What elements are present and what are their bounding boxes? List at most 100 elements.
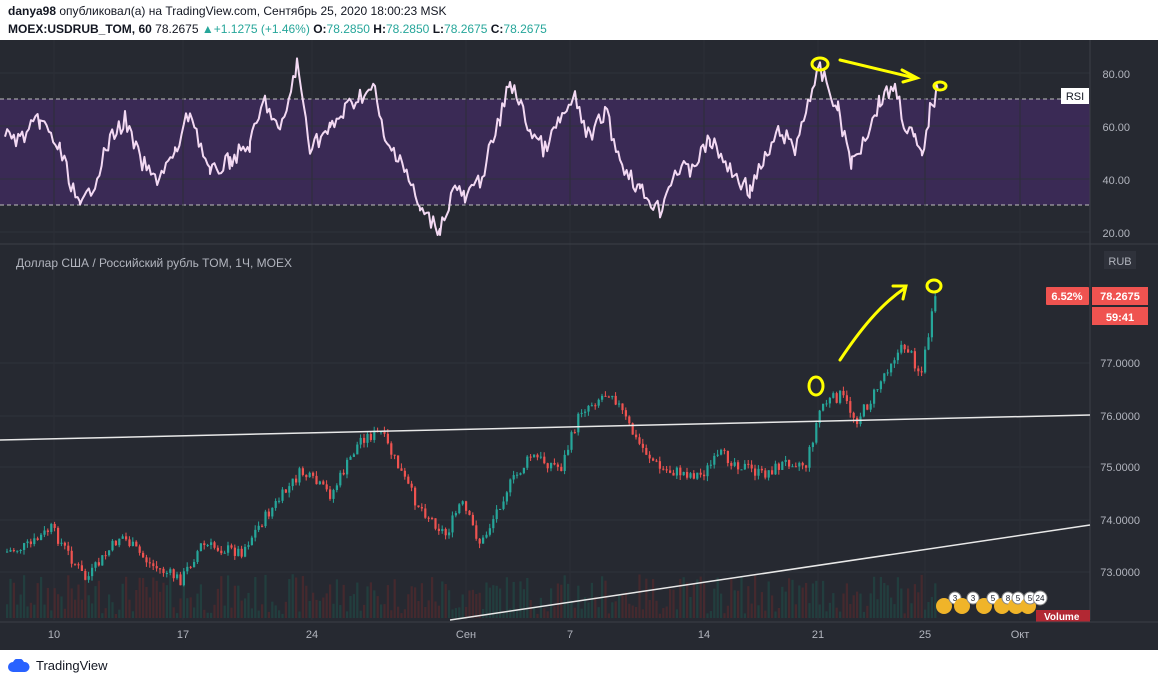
currency-label[interactable]: RUB — [1108, 256, 1131, 268]
candle-body — [410, 483, 413, 488]
volume-bar — [125, 576, 128, 618]
low-label: L: — [432, 22, 445, 36]
event-badge-count-2[interactable] — [966, 591, 980, 605]
volume-label[interactable]: Volume — [1044, 612, 1080, 623]
volume-bar — [488, 587, 491, 618]
annotation-arrow-rsi-head[interactable] — [900, 68, 921, 84]
candle-body — [917, 368, 920, 372]
last-price: 78.2675 — [155, 22, 199, 36]
volume-bar — [138, 577, 141, 618]
volume-bar — [213, 604, 216, 618]
volume-bar — [172, 607, 175, 618]
candle-body — [652, 458, 655, 461]
annotation-circle-price-high[interactable] — [925, 278, 943, 294]
candle-body — [257, 525, 260, 530]
candle-body — [621, 403, 624, 411]
support-trendline[interactable] — [449, 524, 1091, 621]
price-pane-title[interactable]: Доллар США / Российский рубль TOM, 1Ч, M… — [16, 256, 292, 270]
candle-body — [43, 530, 46, 535]
volume-bar — [329, 584, 332, 618]
candle-body — [264, 511, 267, 527]
volume-bar — [645, 578, 648, 618]
annotation-arrow-price-line[interactable] — [838, 286, 907, 362]
volume-bar — [339, 605, 342, 618]
annotation-arrow-price-head[interactable] — [891, 284, 908, 301]
currency-label-box[interactable] — [1104, 251, 1136, 269]
candle-body — [46, 530, 49, 532]
event-badge-flag[interactable] — [954, 598, 970, 614]
tradingview-logo[interactable]: TradingView — [8, 658, 108, 673]
candle-body — [284, 489, 287, 493]
symbol-name[interactable]: MOEX:USDRUB_TOM, 60 — [8, 22, 152, 36]
candle-body — [590, 405, 593, 407]
volume-bar — [247, 592, 250, 618]
candle-body — [883, 373, 886, 382]
annotation-circle-price-low[interactable] — [807, 375, 825, 397]
rsi-indicator-label[interactable]: RSI — [1066, 91, 1084, 103]
volume-bar — [403, 609, 406, 618]
volume-bar — [108, 594, 111, 618]
candle-body — [434, 518, 437, 529]
candle-body — [142, 552, 145, 558]
volume-bar — [87, 595, 90, 618]
volume-bar — [363, 604, 366, 618]
candle-body — [53, 523, 56, 528]
candle-body — [903, 344, 906, 350]
volume-bar — [322, 597, 325, 618]
event-badge-count-7[interactable] — [1032, 590, 1048, 606]
publish-text: опубликовал(а) на TradingView.com, Сентя… — [59, 4, 447, 18]
annotation-circle-rsi-peak[interactable] — [810, 56, 830, 72]
candle-body — [740, 469, 743, 471]
candle-body — [842, 390, 845, 396]
volume-bar — [808, 603, 811, 618]
event-badges[interactable]: 3 3 5 8 5 5 24 — [936, 590, 1048, 614]
annotation-arrow-rsi-line[interactable] — [838, 58, 917, 80]
volume-bar — [60, 596, 63, 618]
candle-body — [346, 459, 349, 475]
candle-body — [556, 464, 559, 467]
volume-bar — [233, 585, 236, 618]
chart-canvas[interactable]: 80.00 60.00 40.00 20.00 RSI Доллар США /… — [0, 40, 1158, 650]
volume-bar — [295, 577, 298, 618]
rsi-label-box[interactable] — [1061, 88, 1089, 104]
volume-bar — [67, 575, 70, 618]
candle-body — [573, 432, 576, 434]
volume-bar — [407, 594, 410, 618]
volume-bar — [356, 582, 359, 618]
candle-body — [930, 311, 933, 338]
volume-bar — [903, 613, 906, 618]
candle-body — [383, 431, 386, 434]
volume-bar — [567, 583, 570, 618]
annotation-circle-rsi-end[interactable] — [932, 80, 948, 92]
candle-body — [468, 510, 471, 515]
volume-bar — [920, 574, 923, 618]
candle-body — [876, 389, 879, 391]
last-price-tag-text: 78.2675 — [1100, 291, 1140, 303]
author-name[interactable]: danya98 — [8, 4, 57, 18]
candle-body — [682, 471, 685, 476]
yellow-annotations[interactable] — [807, 56, 948, 397]
volume-label-box[interactable] — [1036, 610, 1090, 622]
candle-body — [750, 464, 753, 469]
chart-area[interactable]: 80.00 60.00 40.00 20.00 RSI Доллар США /… — [0, 40, 1158, 650]
candle-body — [87, 576, 90, 580]
event-badge-flag[interactable] — [936, 598, 952, 614]
candle-body — [866, 404, 869, 410]
candle-body — [563, 454, 566, 471]
volume-bar — [53, 588, 56, 618]
countdown-text: 59:41 — [1106, 312, 1134, 324]
candle-body — [261, 525, 264, 527]
candle-body — [505, 492, 508, 502]
tradingview-cloud-icon — [8, 658, 30, 672]
low-value: 78.2675 — [444, 22, 488, 36]
candle-body — [737, 462, 740, 470]
volume-bar — [267, 611, 270, 618]
candle-body — [118, 538, 121, 546]
volume-bar — [162, 582, 165, 618]
resistance-trendline[interactable] — [0, 414, 1091, 441]
volume-bar — [152, 577, 155, 618]
volume-bar — [12, 582, 15, 618]
volume-bar — [580, 608, 583, 618]
volume-bar — [522, 589, 525, 618]
volume-bar — [893, 604, 896, 618]
